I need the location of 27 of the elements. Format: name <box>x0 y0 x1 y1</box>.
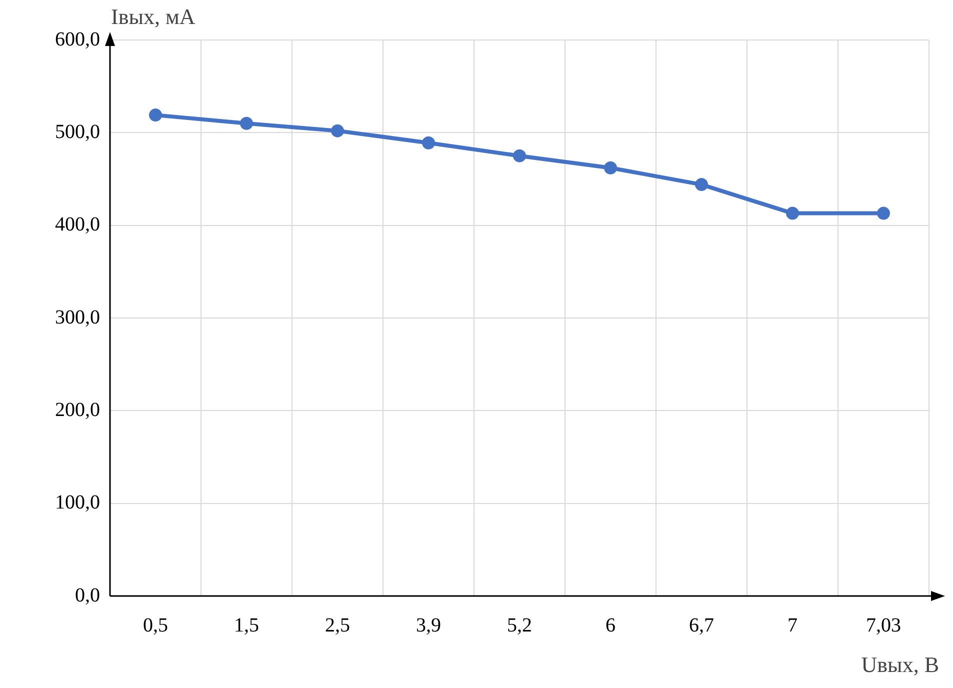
point <box>149 108 162 122</box>
x-tick-label: 6 <box>606 614 616 636</box>
x-tick-label: 7 <box>788 614 798 636</box>
point <box>422 136 435 150</box>
y-tick-label: 300,0 <box>55 306 100 328</box>
y-axis-title: Iвых, мА <box>111 4 196 30</box>
y-tick-label: 600,0 <box>55 28 100 50</box>
y-tick-label: 0,0 <box>75 584 100 606</box>
y-tick-label: 200,0 <box>55 398 100 421</box>
point <box>604 161 617 174</box>
point <box>695 178 708 192</box>
point <box>513 149 526 162</box>
x-tick-label: 6,7 <box>689 614 714 636</box>
x-tick-label: 7,03 <box>866 614 901 636</box>
point <box>331 124 344 138</box>
x-tick-label: 1,5 <box>234 614 259 636</box>
x-tick-label: 3,9 <box>416 614 441 636</box>
point <box>877 206 890 220</box>
y-tick-label: 100,0 <box>55 492 100 514</box>
y-tick-label: 500,0 <box>55 120 100 143</box>
x-tick-label: 2,5 <box>325 614 350 636</box>
point <box>240 116 253 130</box>
x-tick-label: 0,5 <box>143 614 168 636</box>
x-tick-label: 5,2 <box>507 614 532 636</box>
y-tick-label: 400,0 <box>55 214 100 236</box>
x-axis-title: Uвых, В <box>861 652 939 678</box>
point <box>786 206 799 220</box>
